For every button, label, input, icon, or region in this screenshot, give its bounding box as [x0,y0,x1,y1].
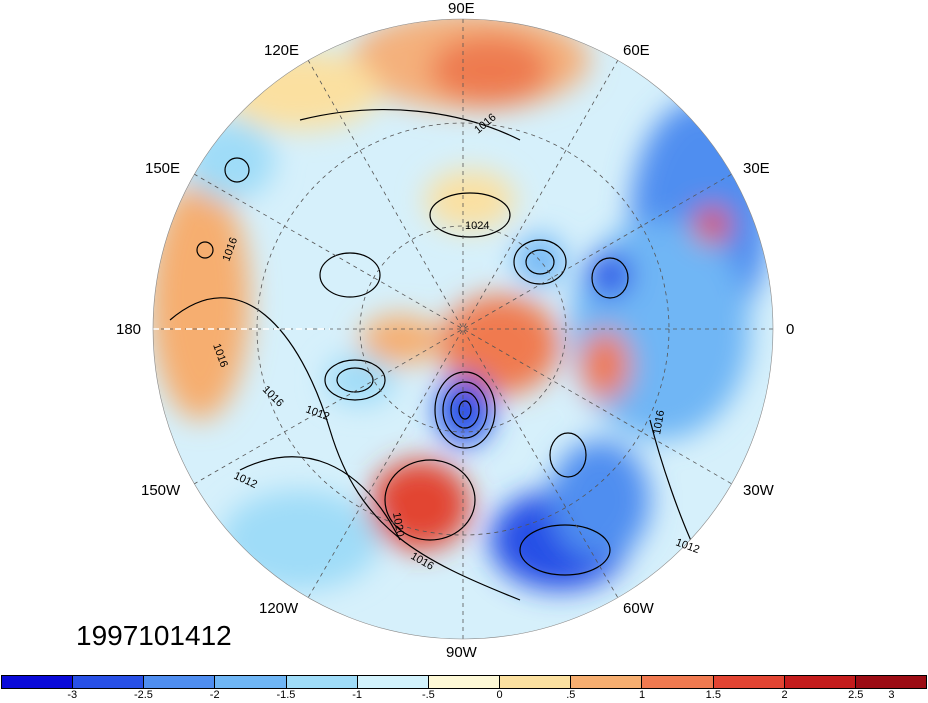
colorbar-swatch [286,676,358,688]
colorbar-tick-label: -2 [209,689,220,701]
graticule [153,19,773,639]
colorbar-tick-label: -1 [352,689,363,701]
longitude-label-180: 180 [116,321,142,338]
colorbar-tick-label: -3 [67,689,78,701]
colorbar-tick-label: 1 [639,689,646,701]
longitude-label-150w: 150W [141,482,181,499]
longitude-label-90e: 90E [448,0,475,17]
colorbar-tick-label: -1.5 [276,689,296,701]
colorbar-swatch [855,676,927,688]
colorbar-tick-label: 2 [781,689,788,701]
longitude-label-30e: 30E [743,160,770,177]
isobar-contours [169,109,701,601]
colorbar-tick-label: 1.5 [705,689,721,701]
colorbar-ticks: -3 -2.5 -2 -1.5 -1 -.5 0 .5 1 1.5 2 2.5 3 [0,689,928,703]
colorbar-swatch [784,676,856,688]
colorbar-tick-label: -.5 [421,689,435,701]
colorbar-swatch [713,676,785,688]
longitude-label-0: 0 [786,321,795,338]
colorbar-swatch [73,676,145,688]
longitude-label-60e: 60E [623,42,650,59]
colorbar-tick-label: -2.5 [133,689,153,701]
isobar-label: 1020 [390,511,406,537]
colorbar-swatch [500,676,572,688]
colorbar-swatch [642,676,714,688]
colorbar-swatch [2,676,74,688]
longitude-label-120e: 120E [264,42,300,59]
colorbar-tick-label: 3 [888,689,895,701]
colorbar-swatch [571,676,643,688]
colorbar-swatch [357,676,429,688]
isobar-label: 1016 [651,409,667,435]
colorbar-swatch [215,676,287,688]
longitude-label-60w: 60W [623,600,654,617]
isobar-label: 1012 [674,537,701,557]
longitude-label-90w: 90W [446,644,477,661]
longitude-label-120w: 120W [259,600,299,617]
isobar-label: 1024 [465,220,489,232]
colorbar-tick-label: 0 [496,689,503,701]
anomaly-field [153,19,773,639]
colorbar-swatch [144,676,216,688]
colorbar-swatch [428,676,501,688]
longitude-label-30w: 30W [743,482,774,499]
colorbar [1,675,927,689]
longitude-label-150e: 150E [145,160,181,177]
timestamp-label: 1997101412 [76,620,232,651]
colorbar-tick-label: .5 [566,689,576,701]
colorbar-tick-label: 2.5 [848,689,864,701]
map-boundary [152,18,774,640]
